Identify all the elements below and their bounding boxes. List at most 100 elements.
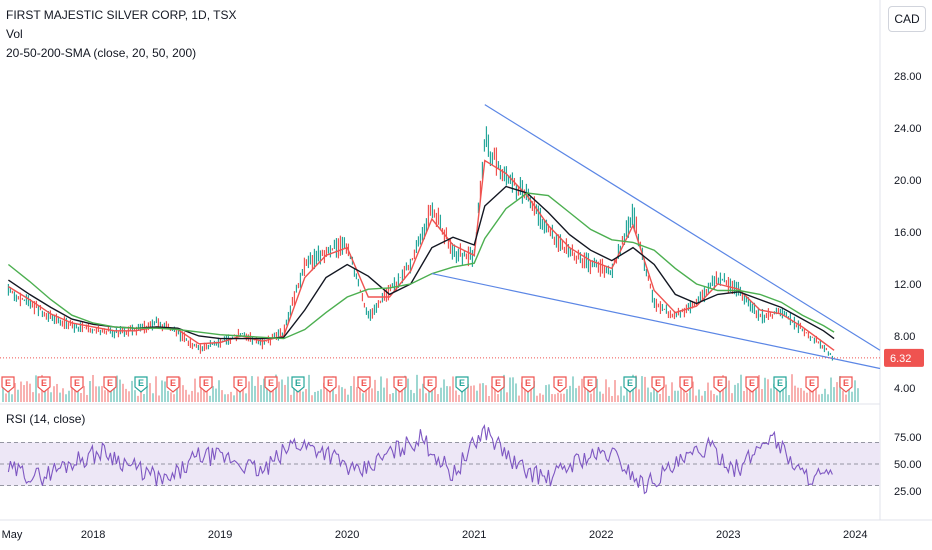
- volume-bar: [335, 394, 337, 402]
- earnings-letter: E: [327, 378, 333, 388]
- earnings-marker: E: [70, 376, 84, 393]
- volume-bar: [347, 394, 349, 402]
- volume-bar: [227, 394, 229, 402]
- volume-bar: [20, 381, 22, 402]
- volume-bar: [284, 384, 286, 402]
- earnings-shield: [773, 376, 787, 393]
- volume-bar: [851, 391, 853, 402]
- volume-bar: [431, 384, 433, 402]
- volume-bar: [281, 379, 283, 402]
- volume-bar: [2, 385, 4, 402]
- volume-bar: [182, 385, 184, 402]
- earnings-marker: E: [491, 376, 505, 393]
- volume-bar: [266, 384, 268, 402]
- volume-bar: [302, 391, 304, 402]
- volume-bar: [158, 395, 160, 402]
- volume-bar: [833, 387, 835, 402]
- volume-bar: [815, 380, 817, 402]
- volume-bar: [143, 394, 145, 402]
- sma50-line: [8, 185, 835, 340]
- volume-bar: [497, 394, 499, 402]
- earnings-letter: E: [655, 378, 661, 388]
- volume-bar: [38, 393, 40, 402]
- volume-bar: [401, 388, 403, 402]
- volume-bar: [578, 385, 580, 402]
- volume-bar: [68, 390, 70, 402]
- volume-bar: [74, 382, 76, 402]
- volume-bar: [485, 385, 487, 402]
- volume-bar: [797, 387, 799, 402]
- volume-bar: [380, 376, 382, 402]
- volume-bar: [14, 383, 16, 402]
- earnings-marker: E: [393, 376, 407, 393]
- volume-bar: [704, 391, 706, 402]
- earnings-letter: E: [203, 378, 209, 388]
- volume-bar: [575, 388, 577, 402]
- volume-bar: [425, 393, 427, 402]
- earnings-marker: E: [103, 376, 117, 393]
- volume-bar: [710, 390, 712, 402]
- earnings-marker: E: [423, 376, 437, 393]
- volume-bar: [527, 389, 529, 402]
- volume-bar: [224, 394, 226, 402]
- volume-bar: [242, 384, 244, 402]
- volume-bar: [329, 388, 331, 402]
- earnings-shield: [199, 376, 213, 393]
- rsi-line: [7, 424, 833, 495]
- volume-bar: [506, 392, 508, 402]
- volume-bar: [11, 394, 13, 402]
- volume-bar: [848, 381, 850, 402]
- volume-bar: [518, 395, 520, 402]
- volume-bar: [86, 394, 88, 402]
- volume-bar: [602, 393, 604, 402]
- earnings-marker: E: [583, 376, 597, 393]
- earnings-shield: [521, 376, 535, 393]
- earnings-marker: E: [805, 376, 819, 393]
- volume-bar: [416, 374, 418, 402]
- volume-bar: [110, 390, 112, 402]
- volume-bar: [446, 386, 448, 402]
- earnings-marker: E: [199, 376, 213, 393]
- volume-bar: [62, 388, 64, 402]
- volume-bar: [434, 382, 436, 402]
- volume-bar: [395, 383, 397, 402]
- time-tick-label: 2020: [335, 529, 359, 541]
- volume-bar: [146, 385, 148, 402]
- volume-bar: [806, 392, 808, 402]
- volume-bar: [452, 376, 454, 402]
- earnings-marker: E: [357, 376, 371, 393]
- earnings-marker: E: [679, 376, 693, 393]
- volume-bar: [173, 394, 175, 402]
- volume-bar: [119, 379, 121, 402]
- volume-bar: [413, 393, 415, 402]
- volume-bar: [674, 390, 676, 402]
- rsi-tick-label: 75.00: [894, 432, 922, 444]
- volume-bar: [440, 387, 442, 402]
- volume-bar: [656, 388, 658, 402]
- volume-bar: [653, 383, 655, 402]
- volume-bar: [410, 389, 412, 402]
- volume-bar: [191, 390, 193, 402]
- earnings-letter: E: [5, 378, 11, 388]
- volume-bar: [557, 392, 559, 402]
- earnings-letter: E: [587, 378, 593, 388]
- earnings-letter: E: [237, 378, 243, 388]
- volume-bar: [83, 386, 85, 402]
- sma20-line: [8, 159, 835, 351]
- volume-bar: [743, 390, 745, 402]
- volume-bar: [671, 382, 673, 402]
- earnings-shield: [70, 376, 84, 393]
- volume-bar: [761, 389, 763, 402]
- earnings-shield: [679, 376, 693, 393]
- volume-bar: [95, 386, 97, 402]
- volume-bar: [734, 384, 736, 402]
- earnings-marker: E: [623, 376, 637, 393]
- volume-bar: [230, 391, 232, 402]
- currency-button[interactable]: CAD: [888, 6, 926, 32]
- earnings-marker: E: [553, 376, 567, 393]
- volume-bar: [293, 385, 295, 402]
- volume-bar: [461, 388, 463, 402]
- earnings-marker: E: [773, 376, 787, 393]
- volume-bar: [824, 388, 826, 402]
